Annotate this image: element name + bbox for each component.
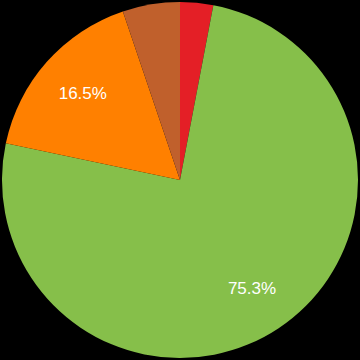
svg-text:75.3%: 75.3% — [228, 279, 276, 298]
svg-text:16.5%: 16.5% — [59, 84, 107, 103]
